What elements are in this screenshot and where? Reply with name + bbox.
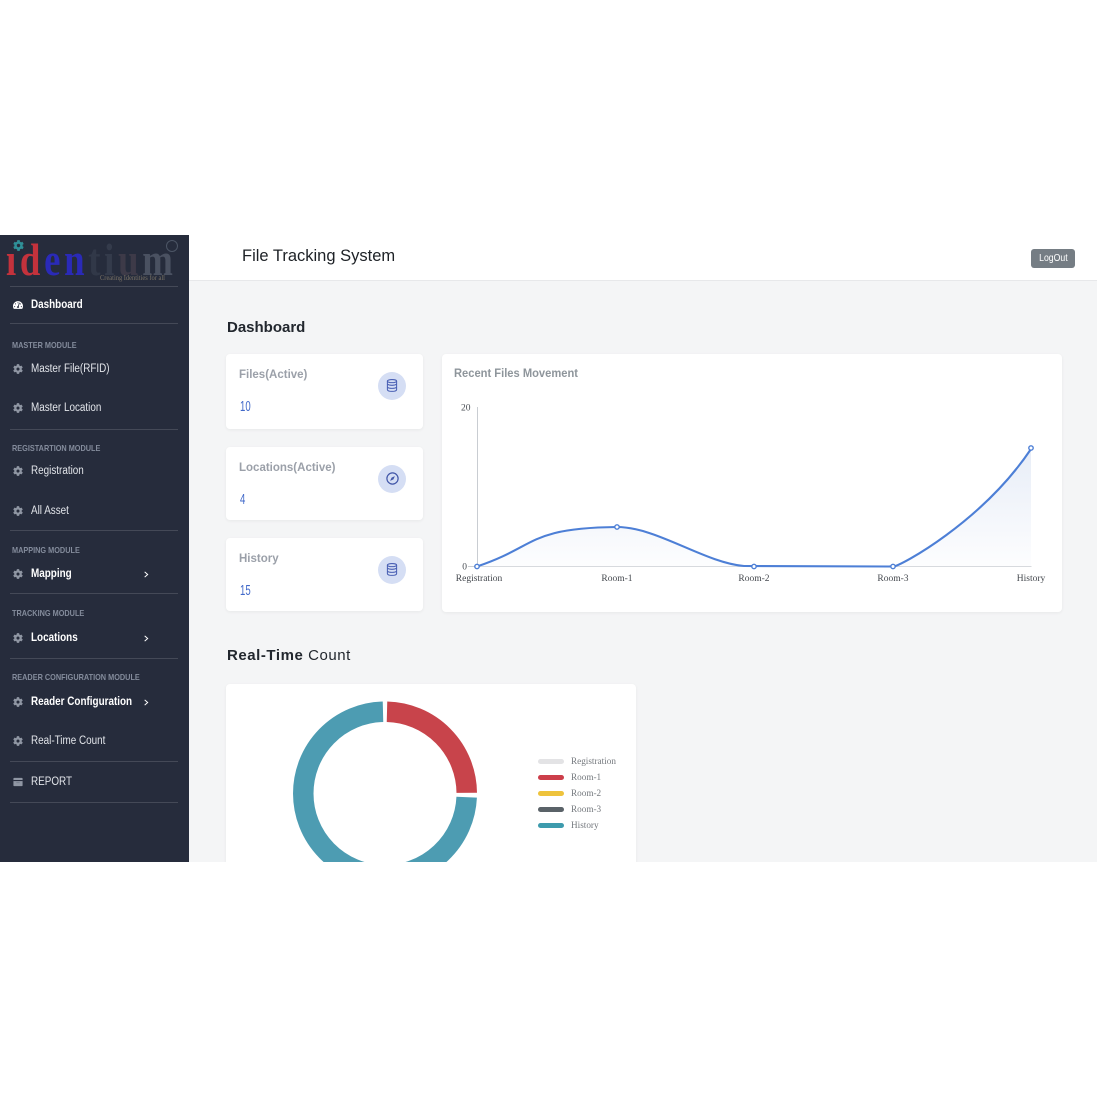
svg-text:History: History	[1017, 574, 1046, 584]
svg-text:Registration: Registration	[456, 574, 503, 584]
svg-text:20: 20	[461, 404, 471, 414]
svg-text:Room-1: Room-1	[601, 574, 632, 584]
svg-text:0: 0	[462, 563, 467, 573]
svg-text:Room-3: Room-3	[877, 574, 908, 584]
svg-text:Room-2: Room-2	[738, 574, 769, 584]
